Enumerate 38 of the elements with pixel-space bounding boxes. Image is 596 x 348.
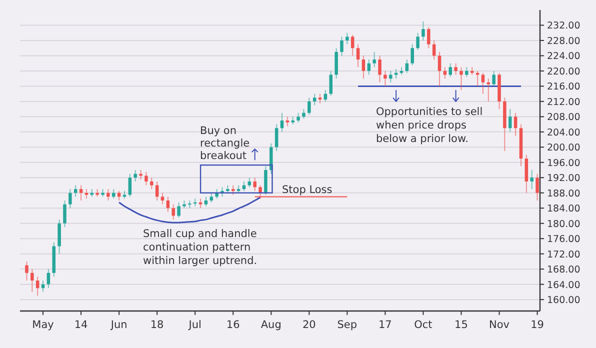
y-tick-label: 188.00 (547, 188, 580, 200)
x-tick-label: Jun (110, 319, 128, 331)
x-tick-label: 16 (226, 319, 240, 331)
y-tick-label: 212.00 (547, 96, 580, 108)
annotation: Small cup and handle continuation pattern within larger uptrend. (143, 228, 258, 267)
y-tick-label: 196.00 (547, 158, 580, 169)
x-tick-label: 17 (378, 319, 392, 331)
x-tick-label: 14 (74, 319, 88, 331)
y-tick-label: 184.00 (547, 204, 580, 215)
y-tick-label: 204.00 (547, 127, 580, 138)
y-tick-label: 176.00 (547, 234, 580, 246)
y-tick-label: 172.00 (547, 249, 580, 260)
y-tick-label: 180.00 (547, 218, 580, 230)
y-tick-label: 168.00 (547, 264, 580, 276)
y-tick-label: 224.00 (547, 51, 580, 62)
y-tick-label: 200.00 (547, 142, 580, 154)
y-tick-label: 164.00 (547, 280, 580, 291)
x-tick-label: 19 (530, 319, 544, 331)
y-tick-label: 208.00 (547, 112, 580, 124)
y-tick-label: 216.00 (547, 82, 580, 93)
x-tick-label: Aug (260, 319, 282, 331)
x-tick-label: 18 (150, 319, 164, 331)
y-tick-label: 192.00 (547, 173, 580, 184)
y-tick-label: 228.00 (547, 36, 580, 47)
x-tick-label: 20 (302, 319, 316, 331)
line-series (118, 196, 262, 224)
x-tick-label: Jul (188, 319, 202, 331)
annotation: Opportunities to sell when price drops below a prior low. (376, 106, 483, 145)
annotation: Stop Loss (282, 184, 332, 196)
x-tick-label: Nov (489, 319, 510, 331)
x-tick-label: 15 (454, 319, 468, 331)
y-tick-label: 220.00 (547, 66, 580, 78)
y-tick-label: 160.00 (547, 295, 580, 306)
y-tick-label: 232.00 (547, 20, 580, 32)
annotation: Buy on rectangle breakout (200, 125, 250, 162)
x-tick-label: Sep (337, 319, 358, 331)
x-tick-label: Oct (414, 319, 432, 331)
x-tick-label: May (32, 319, 54, 331)
